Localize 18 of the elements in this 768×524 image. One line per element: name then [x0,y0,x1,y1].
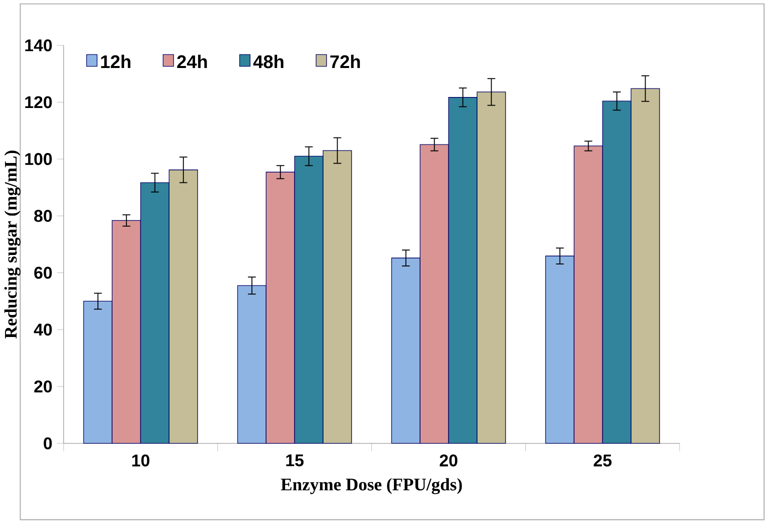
x-tick-label: 10 [132,454,150,467]
legend-label: 48h [253,54,284,68]
legend-label: 24h [177,54,207,68]
y-tick-label: 40 [34,324,52,336]
x-tick-label: 15 [286,454,304,467]
y-tick-label: 120 [25,96,52,108]
y-tick-label: 100 [25,153,52,166]
y-tick-label: 0 [44,438,52,450]
x-axis-title: Enzyme Dose (FPU/gds) [280,478,462,494]
legend-label: 72h [330,54,360,68]
y-tick-label: 80 [34,210,52,222]
x-tick-label: 25 [594,454,612,467]
legend-label: 12h [101,54,130,68]
y-axis-title: Reducing sugar (mg/mL) [4,150,20,339]
y-tick-label: 20 [34,380,52,393]
y-tick-label: 140 [25,40,52,52]
y-tick-label: 60 [34,266,52,279]
x-tick-label: 20 [440,454,458,467]
